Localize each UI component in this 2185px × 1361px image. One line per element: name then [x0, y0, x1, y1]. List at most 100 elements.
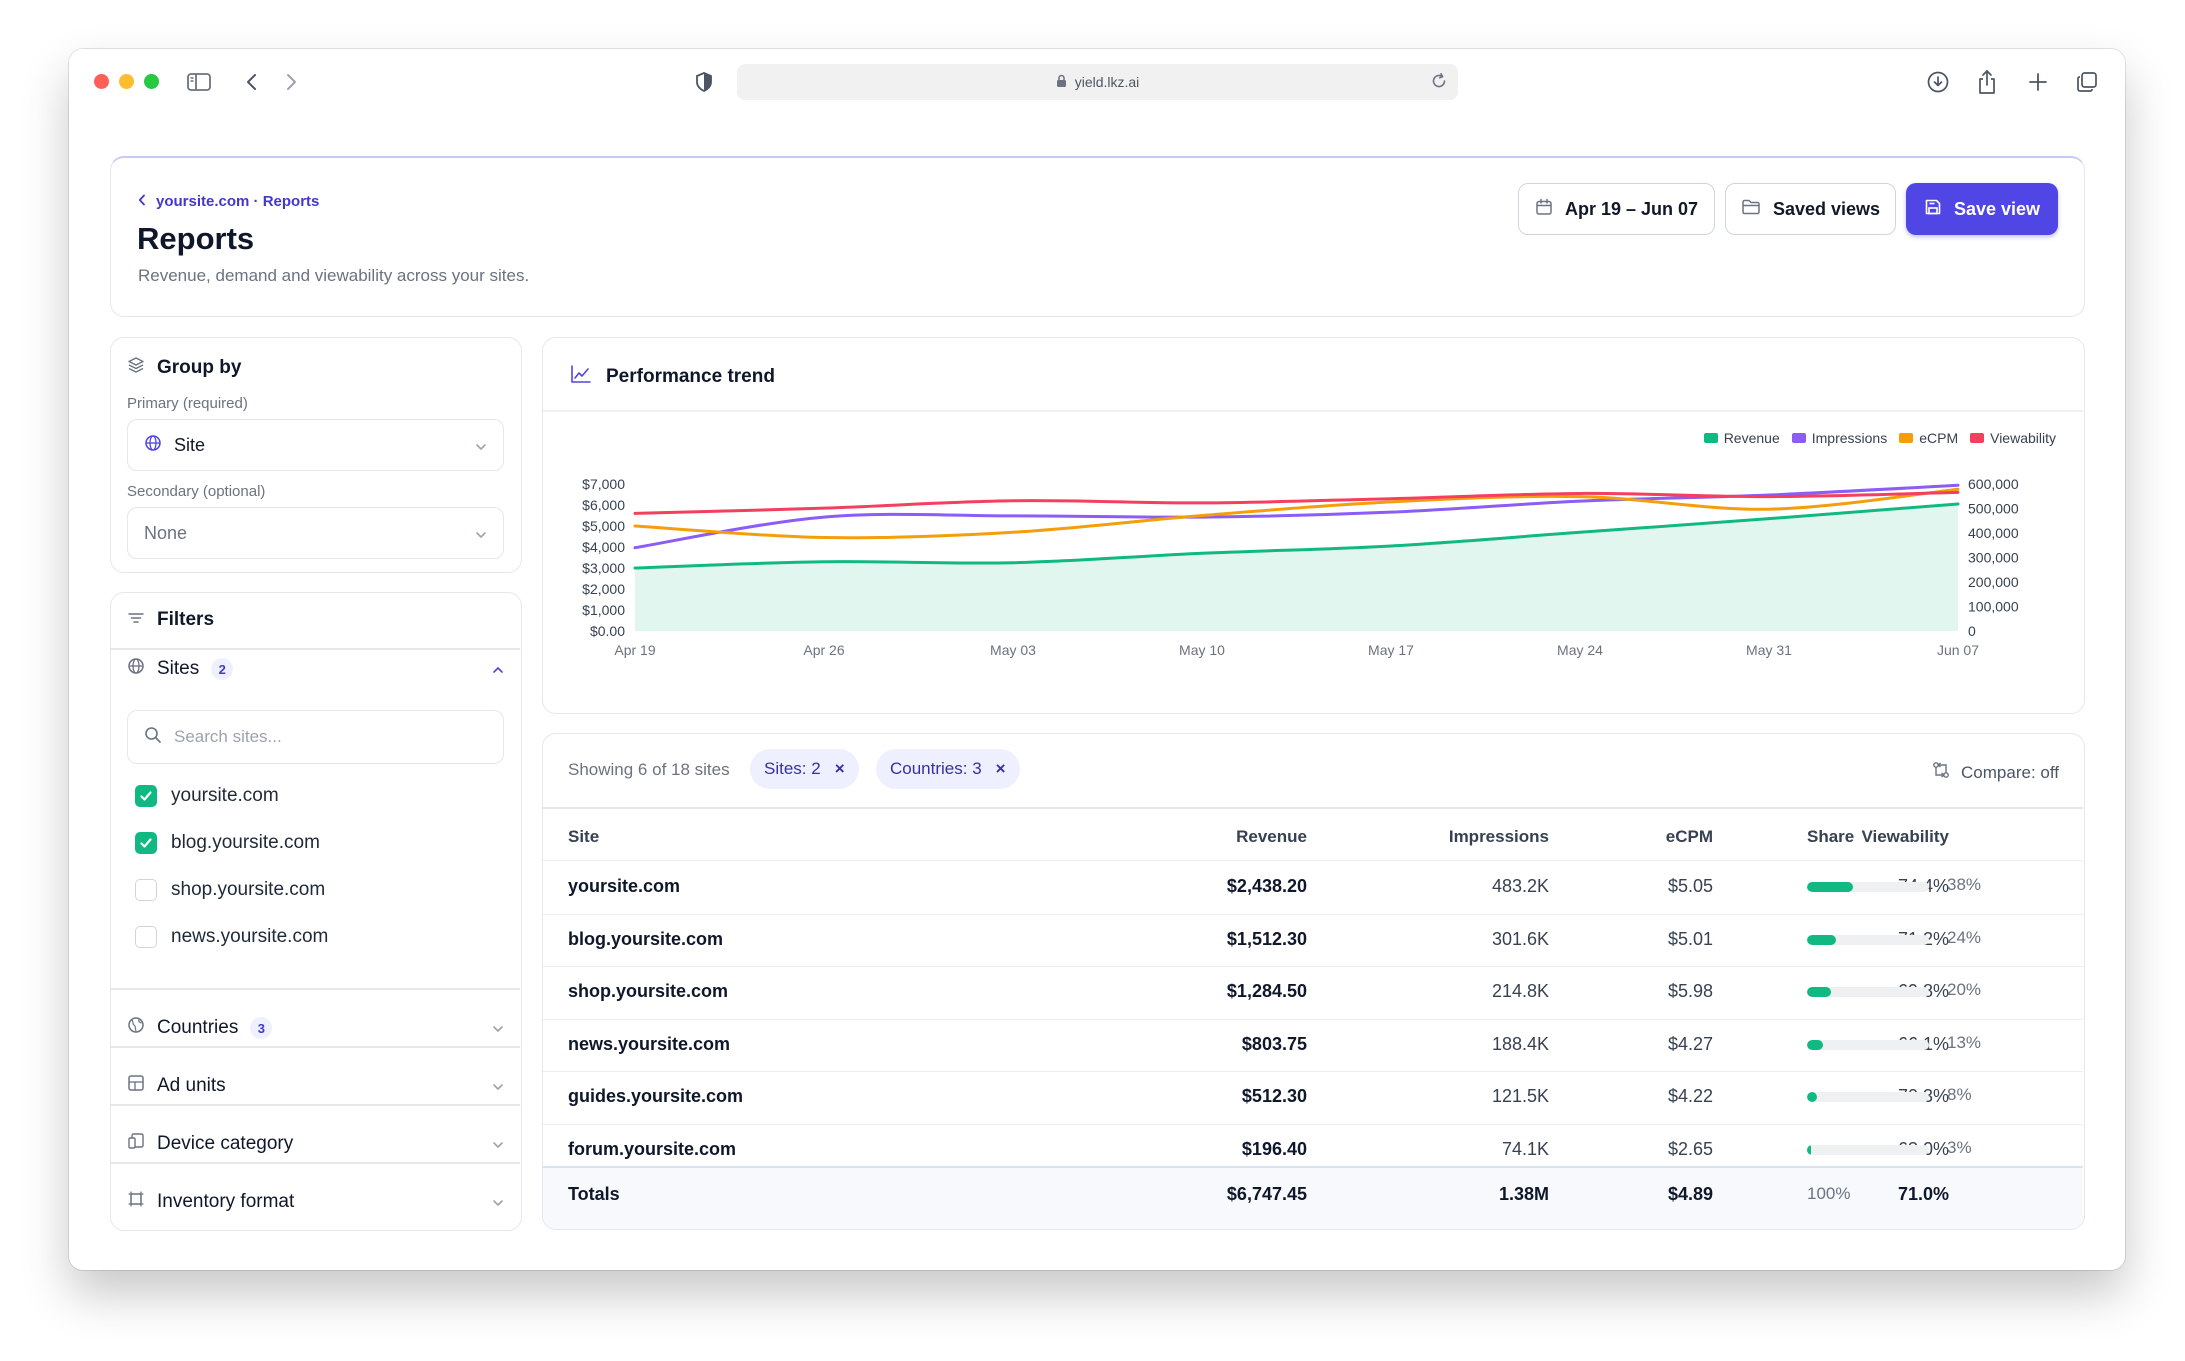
ecpm-cell: $5.01 — [1667, 928, 1713, 949]
inventory-format-filter-toggle[interactable]: Inventory format — [127, 1182, 504, 1222]
new-tab-icon[interactable] — [2023, 67, 2053, 97]
site-option-label: yoursite.com — [171, 785, 279, 806]
revenue-column-header[interactable]: Revenue — [1236, 827, 1307, 846]
zoom-window-button[interactable] — [144, 74, 159, 89]
page-header: yoursite.com · Reports Reports Revenue, … — [110, 156, 2085, 317]
line-chart-icon — [570, 364, 592, 390]
site-cell[interactable]: blog.yoursite.com — [568, 928, 724, 949]
x-axis-tick-label: May 24 — [1557, 642, 1603, 658]
group-by-panel: Group by Primary (required) Site Seconda… — [110, 337, 522, 573]
share-bar — [1807, 1039, 1929, 1050]
totals-row — [543, 1166, 2083, 1229]
ecpm-series-line — [633, 487, 1960, 540]
revenue-cell: $1,512.30 — [1226, 928, 1307, 949]
sidebar-toggle-icon[interactable] — [184, 67, 214, 97]
close-icon[interactable]: × — [834, 759, 845, 778]
share-bar — [1807, 934, 1929, 945]
search-sites-input[interactable]: Search sites... — [127, 710, 504, 764]
sites-filter-label: Sites — [157, 658, 200, 679]
site-option[interactable]: news.yoursite.com — [135, 926, 328, 948]
checkbox-checked[interactable] — [135, 832, 157, 854]
globe-icon — [127, 657, 145, 681]
device-category-filter-toggle[interactable]: Device category — [127, 1124, 504, 1164]
x-axis-tick-label: May 10 — [1179, 642, 1225, 658]
y-axis-left-tick-label: $5,000 — [582, 518, 625, 534]
y-axis-right-tick-label: 200,000 — [1968, 574, 2019, 590]
site-cell[interactable]: yoursite.com — [568, 876, 681, 896]
share-bar — [1807, 882, 1929, 892]
y-axis-left-tick-label: $3,000 — [582, 560, 625, 576]
chart-title: Performance trend — [606, 366, 775, 387]
filters-title: Filters — [127, 609, 214, 631]
checkbox[interactable] — [135, 926, 157, 948]
sites-count-badge: 2 — [211, 658, 234, 680]
inventory-format-filter-label: Inventory format — [157, 1191, 295, 1212]
downloads-icon[interactable] — [1923, 67, 1953, 97]
site-option[interactable]: blog.yoursite.com — [135, 832, 320, 854]
share-bar-fill — [1807, 1144, 1811, 1155]
forward-icon[interactable] — [276, 67, 306, 97]
breadcrumb[interactable]: yoursite.com · Reports — [138, 193, 319, 210]
reload-icon[interactable] — [1430, 72, 1448, 93]
address-bar[interactable]: yield.lkz.ai — [737, 64, 1458, 100]
viewability-column-header[interactable]: Viewability — [1861, 827, 1949, 846]
layers-icon — [127, 356, 145, 380]
primary-group-select[interactable]: Site — [127, 419, 504, 471]
site-cell[interactable]: news.yoursite.com — [568, 1033, 731, 1054]
table-toolbar: Showing 6 of 18 sites Sites: 2 × Countri… — [543, 734, 2083, 807]
share-bar-fill — [1807, 1092, 1817, 1102]
breadcrumb-text[interactable]: yoursite.com · Reports — [156, 193, 320, 210]
y-axis-right-tick-label: 300,000 — [1968, 550, 2019, 566]
folder-icon — [1741, 199, 1761, 220]
checkbox-checked[interactable] — [135, 785, 157, 807]
site-cell[interactable]: forum.yoursite.com — [568, 1138, 737, 1159]
site-option[interactable]: shop.yoursite.com — [135, 879, 325, 901]
compare-toggle[interactable]: Compare: off — [1931, 760, 2059, 785]
site-column-header[interactable]: Site — [568, 827, 600, 846]
sites-filter-toggle[interactable]: Sites 2 — [127, 649, 504, 689]
share-percent: 8% — [1947, 1085, 1972, 1104]
filter-icon — [127, 609, 145, 631]
legend-item: Revenue — [1703, 430, 1780, 446]
share-bar — [1807, 1144, 1929, 1155]
chip-label: Countries: 3 — [890, 759, 982, 778]
close-window-button[interactable] — [94, 74, 109, 89]
share-column-header[interactable]: Share — [1807, 827, 1855, 846]
y-axis-right-tick-label: 0 — [1968, 623, 1976, 639]
ecpm-column-header[interactable]: eCPM — [1665, 827, 1713, 846]
ad-units-filter-toggle[interactable]: Ad units — [127, 1066, 504, 1106]
y-axis-right-tick-label: 500,000 — [1968, 501, 2019, 517]
revenue-area — [635, 503, 1958, 631]
close-icon[interactable]: × — [995, 759, 1006, 778]
minimize-window-button[interactable] — [119, 74, 134, 89]
totals-revenue: $6,747.45 — [1226, 1184, 1307, 1204]
y-axis-left-tick-label: $2,000 — [582, 581, 625, 597]
secondary-group-select[interactable]: None — [127, 507, 504, 559]
sites-filter-chip[interactable]: Sites: 2 × — [750, 749, 859, 789]
save-view-button[interactable]: Save view — [1906, 183, 2058, 235]
site-cell[interactable]: guides.yoursite.com — [568, 1086, 744, 1106]
date-range-button[interactable]: Apr 19 – Jun 07 — [1518, 183, 1715, 235]
save-view-label: Save view — [1953, 198, 2041, 219]
y-axis-right-tick-label: 400,000 — [1968, 525, 2019, 541]
grid-icon — [127, 1074, 145, 1098]
x-axis-tick-label: May 31 — [1746, 642, 1792, 658]
tab-overview-icon[interactable] — [2072, 67, 2102, 97]
legend-swatch — [1970, 433, 1985, 443]
devices-icon — [127, 1132, 145, 1156]
totals-impressions: 1.38M — [1498, 1184, 1549, 1204]
site-cell[interactable]: shop.yoursite.com — [568, 981, 729, 1001]
revenue-series-line — [633, 502, 1960, 570]
revenue-cell: $1,284.50 — [1226, 981, 1307, 1001]
legend-swatch — [1703, 433, 1718, 443]
countries-filter-toggle[interactable]: Countries 3 — [127, 1008, 504, 1048]
privacy-shield-icon[interactable] — [689, 67, 719, 97]
countries-filter-chip[interactable]: Countries: 3 × — [876, 749, 1020, 789]
back-icon[interactable] — [237, 67, 267, 97]
ecpm-cell: $5.98 — [1667, 981, 1713, 1001]
impressions-column-header[interactable]: Impressions — [1448, 827, 1549, 846]
checkbox[interactable] — [135, 879, 157, 901]
share-icon[interactable] — [1972, 67, 2002, 97]
site-option[interactable]: yoursite.com — [135, 785, 279, 807]
saved-views-button[interactable]: Saved views — [1725, 183, 1896, 235]
